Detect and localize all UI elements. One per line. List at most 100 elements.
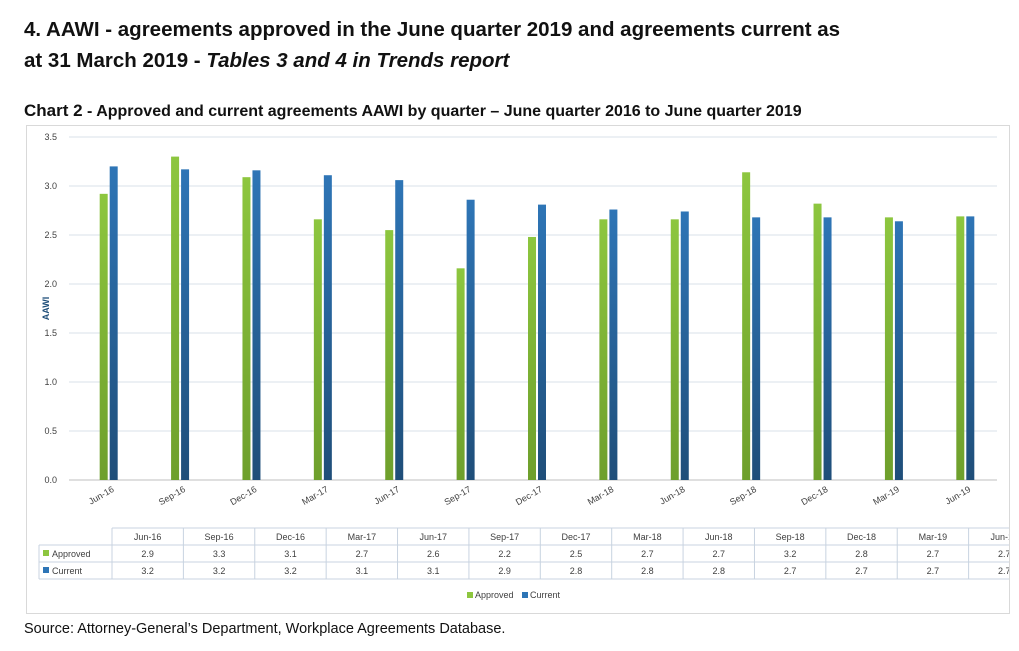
legend-swatch-current <box>522 592 528 598</box>
y-tick-label: 2.0 <box>44 279 57 289</box>
bar-current-jun-17 <box>395 180 404 480</box>
x-tick-label: Sep-17 <box>442 484 472 507</box>
x-tick-label: Jun-17 <box>372 484 401 506</box>
x-tick-label: Dec-18 <box>799 484 829 507</box>
x-tick-label: Mar-18 <box>586 484 616 507</box>
table-header-cell: Jun-16 <box>134 532 162 542</box>
y-tick-label: 1.0 <box>44 377 57 387</box>
table-header-cell: Jun-19 <box>991 532 1009 542</box>
x-tick-label: Sep-18 <box>728 484 758 507</box>
legend-label-current: Current <box>530 590 561 600</box>
section-heading-line2-plain: at 31 March 2019 - <box>24 49 207 72</box>
legend-label-approved: Approved <box>475 590 514 600</box>
bar-current-jun-18 <box>680 211 689 480</box>
y-tick-label: 3.5 <box>44 132 57 142</box>
section-heading-line2: at 31 March 2019 - Tables 3 and 4 in Tre… <box>24 45 1004 76</box>
section-heading-line2-italic: Tables 3 and 4 in Trends report <box>206 49 510 72</box>
y-tick-label: 1.5 <box>44 328 57 338</box>
table-legend-swatch-approved <box>43 550 49 556</box>
table-cell: 2.7 <box>927 549 940 559</box>
bar-current-sep-18 <box>752 217 761 481</box>
table-cell: 2.8 <box>713 566 726 576</box>
bar-approved-mar-17 <box>313 219 322 480</box>
x-tick-label: Dec-16 <box>228 484 258 507</box>
section-heading-line1: 4. AAWI - agreements approved in the Jun… <box>24 18 841 41</box>
table-row-label: Approved <box>52 549 91 559</box>
table-header-cell: Sep-18 <box>776 532 805 542</box>
table-cell: 3.1 <box>356 566 369 576</box>
bar-approved-jun-17 <box>385 230 394 480</box>
y-tick-label: 3.0 <box>44 181 57 191</box>
table-cell: 2.8 <box>855 549 868 559</box>
bar-current-jun-19 <box>966 216 975 480</box>
bar-current-mar-17 <box>323 175 332 480</box>
source-note: Source: Attorney-General’s Department, W… <box>24 621 506 637</box>
table-cell: 3.2 <box>213 566 226 576</box>
bar-current-sep-17 <box>466 199 475 480</box>
table-cell: 2.7 <box>855 566 868 576</box>
table-header-cell: Sep-17 <box>490 532 519 542</box>
table-cell: 2.7 <box>713 549 726 559</box>
bar-approved-jun-19 <box>956 216 965 480</box>
bar-current-dec-17 <box>538 204 546 480</box>
y-tick-label: 0.5 <box>44 426 57 436</box>
x-tick-label: Sep-16 <box>157 484 187 507</box>
bar-approved-sep-17 <box>456 268 465 480</box>
table-cell: 3.2 <box>784 549 797 559</box>
table-cell: 3.2 <box>141 566 154 576</box>
y-tick-label: 2.5 <box>44 230 57 240</box>
x-tick-label: Dec-17 <box>514 484 544 507</box>
table-header-cell: Dec-17 <box>561 532 590 542</box>
table-header-cell: Mar-17 <box>348 532 377 542</box>
table-cell: 2.7 <box>641 549 654 559</box>
table-header-cell: Jun-17 <box>419 532 447 542</box>
table-row-label: Current <box>52 566 83 576</box>
table-cell: 2.6 <box>427 549 440 559</box>
bar-approved-mar-19 <box>884 217 893 481</box>
table-header-cell: Sep-16 <box>205 532 234 542</box>
table-cell: 2.2 <box>498 549 511 559</box>
table-cell: 2.8 <box>570 566 583 576</box>
chart-title-text: - Approved and current agreements AAWI b… <box>82 103 802 120</box>
bar-current-mar-18 <box>609 209 618 480</box>
x-tick-label: Mar-19 <box>871 484 901 507</box>
bar-current-jun-16 <box>109 166 118 480</box>
table-cell: 3.2 <box>284 566 297 576</box>
table-cell: 3.1 <box>427 566 440 576</box>
x-tick-label: Jun-16 <box>87 484 116 506</box>
table-cell: 2.9 <box>141 549 154 559</box>
table-cell: 2.7 <box>356 549 369 559</box>
table-header-cell: Jun-18 <box>705 532 733 542</box>
section-heading: 4. AAWI - agreements approved in the Jun… <box>24 14 1004 76</box>
table-cell: 2.7 <box>998 566 1009 576</box>
y-axis-label: AAWI <box>41 297 51 321</box>
table-cell: 2.9 <box>498 566 511 576</box>
legend-swatch-approved <box>467 592 473 598</box>
x-tick-label: Mar-17 <box>300 484 330 507</box>
bar-approved-dec-16 <box>242 177 251 480</box>
bar-approved-dec-17 <box>528 236 536 480</box>
table-legend-swatch-current <box>43 567 49 573</box>
bar-current-sep-16 <box>181 169 190 480</box>
bar-chart: 0.0 0.5 1.0 1.5 2.0 2.5 3.0 3.5 AAWI Jun-16 Sep-16… <box>38 132 1009 600</box>
table-header-cell: Dec-16 <box>276 532 305 542</box>
y-tick-label: 0.0 <box>44 475 57 485</box>
table-cell: 2.7 <box>998 549 1009 559</box>
chart-title-prefix: Chart 2 <box>24 101 83 120</box>
bar-current-dec-18 <box>823 217 832 481</box>
x-tick-label: Jun-19 <box>943 484 972 506</box>
table-cell: 3.1 <box>284 549 297 559</box>
bar-approved-dec-18 <box>813 203 822 480</box>
bar-current-mar-19 <box>894 221 903 480</box>
table-cell: 2.7 <box>784 566 797 576</box>
bar-approved-mar-18 <box>599 219 608 480</box>
table-header-cell: Dec-18 <box>847 532 876 542</box>
bar-approved-sep-16 <box>171 156 180 480</box>
chart-title: Chart 2 - Approved and current agreement… <box>24 101 1004 121</box>
table-header-cell: Mar-19 <box>919 532 948 542</box>
bar-approved-sep-18 <box>742 172 751 480</box>
table-cell: 2.7 <box>927 566 940 576</box>
x-tick-label: Jun-18 <box>658 484 687 506</box>
chart-container: 0.0 0.5 1.0 1.5 2.0 2.5 3.0 3.5 AAWI Jun-16 Sep-16… <box>26 125 1010 614</box>
table-cell: 2.5 <box>570 549 583 559</box>
